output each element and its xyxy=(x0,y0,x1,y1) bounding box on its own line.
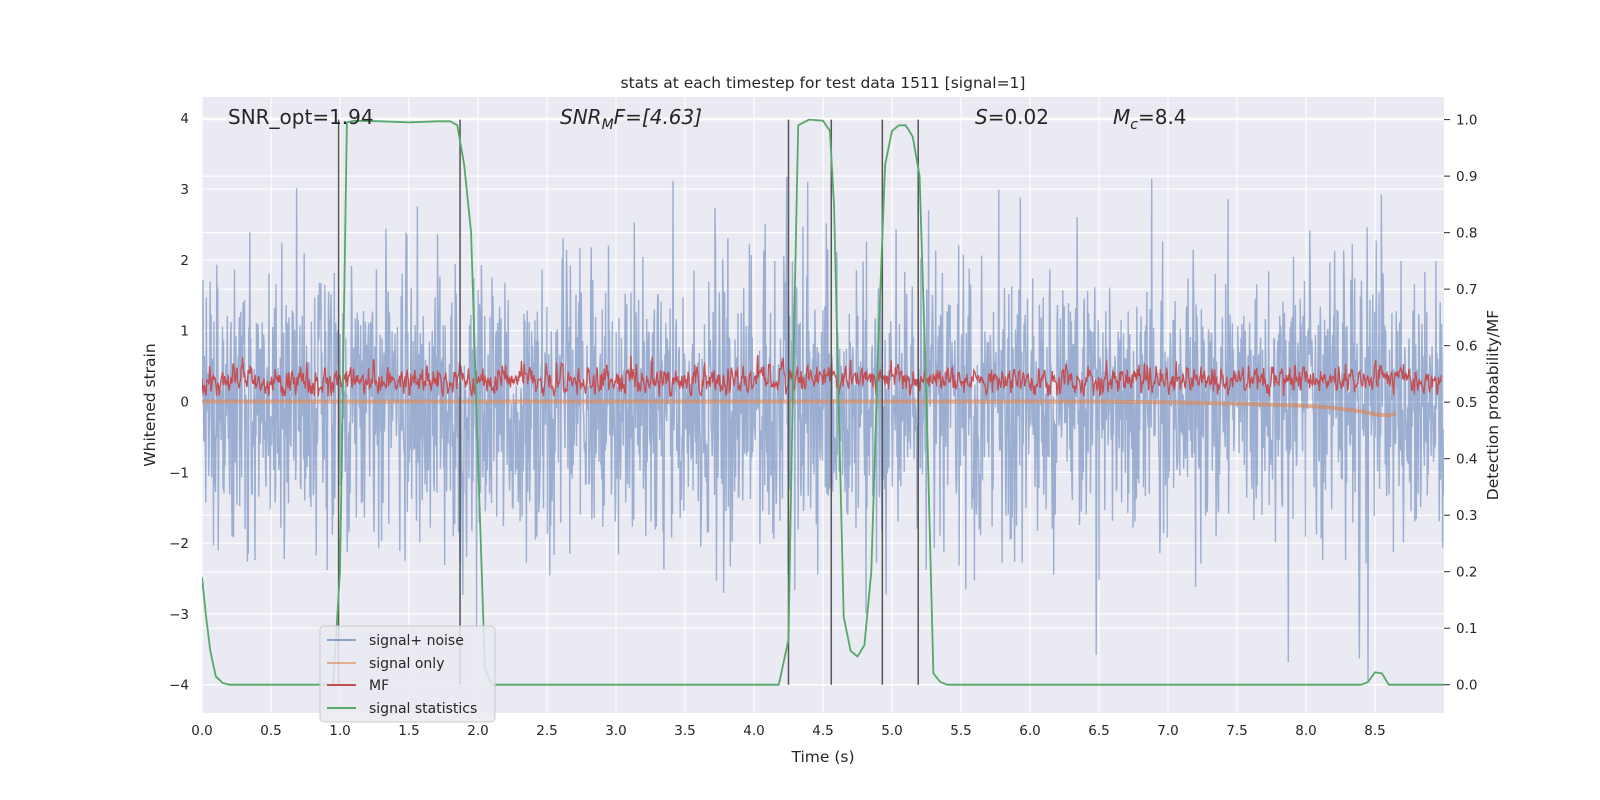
x-tick-label-4: 2.0 xyxy=(467,723,488,739)
signal-statistics-series xyxy=(202,118,1444,686)
y2-tick-label-1: 0.1 xyxy=(1456,621,1477,637)
y2-tick-label-0: 0.0 xyxy=(1456,678,1477,694)
legend-label-signal-statistics: signal statistics xyxy=(369,701,477,717)
x-tick-label-9: 4.5 xyxy=(812,723,833,739)
signal-only-line xyxy=(202,399,1397,418)
y-tick-label-4: 0 xyxy=(180,394,189,410)
y-axis-label: Whitened strain xyxy=(141,343,159,466)
y-tick-label-7: 3 xyxy=(180,182,189,198)
annotation-mc-value: Mc=8.4 xyxy=(1113,105,1187,133)
y-axis-left: −4 −3 −2 −1 0 1 2 3 4 xyxy=(169,111,189,693)
legend: signal+ noise signal only MF signal stat… xyxy=(319,625,496,723)
y-tick-label-0: −4 xyxy=(169,678,189,694)
y-axis-right: 0.0 0.1 0.2 0.3 0.4 0.5 0.6 0.7 0.8 0.9 1.0 xyxy=(1444,113,1477,694)
signal-only-series xyxy=(202,399,1397,418)
y-tick-label-3: −1 xyxy=(169,465,189,481)
x-tick-label-12: 6.0 xyxy=(1019,723,1040,739)
signal-plus-noise-line xyxy=(202,176,1444,683)
x-tick-label-7: 3.5 xyxy=(674,723,695,739)
annotation-snr-mf-base: SNR xyxy=(560,105,602,129)
x-tick-label-5: 2.5 xyxy=(536,723,557,739)
x-tick-label-6: 3.0 xyxy=(605,723,626,739)
x-tick-label-13: 6.5 xyxy=(1088,723,1109,739)
x-axis: 0.0 0.5 1.0 1.5 2.0 2.5 3.0 3.5 4.0 4.5 5.0 5.5 6.0 6… xyxy=(191,723,1385,739)
y2-tick-label-7: 0.7 xyxy=(1456,282,1477,298)
signal-statistics-line xyxy=(202,118,1444,686)
y2-tick-label-6: 0.6 xyxy=(1456,339,1477,355)
x-tick-label-15: 7.5 xyxy=(1226,723,1247,739)
y-tick-label-5: 1 xyxy=(180,324,189,340)
annotation-snr-mf: SNRMF=[4.63] xyxy=(560,105,702,133)
x-tick-label-11: 5.5 xyxy=(950,723,971,739)
x-tick-label-2: 1.0 xyxy=(329,723,350,739)
signal-plus-noise-series xyxy=(202,176,1444,683)
y2-tick-label-5: 0.5 xyxy=(1456,395,1477,411)
mf-line xyxy=(202,355,1442,398)
annotation-snr-mf-sub: M xyxy=(602,117,614,133)
annotation-s-base: S xyxy=(975,105,988,129)
mf-series xyxy=(202,355,1442,398)
y2-tick-label-2: 0.2 xyxy=(1456,565,1477,581)
annotation-mc-base: M xyxy=(1113,105,1130,129)
annotation-snr-opt: SNR_opt=1.94 xyxy=(228,105,374,129)
legend-label-signal-noise: signal+ noise xyxy=(369,633,464,649)
x-tick-label-3: 1.5 xyxy=(398,723,419,739)
annotation-mc-rest: =8.4 xyxy=(1138,105,1187,129)
y2-tick-label-9: 0.9 xyxy=(1456,169,1477,185)
x-tick-label-16: 8.0 xyxy=(1295,723,1316,739)
annotation-s-value: S=0.02 xyxy=(975,105,1049,129)
legend-label-mf: MF xyxy=(369,678,389,694)
y2-axis-label: Detection probability/MF xyxy=(1484,310,1502,501)
y2-tick-label-3: 0.3 xyxy=(1456,508,1477,524)
x-tick-label-0: 0.0 xyxy=(191,723,212,739)
annotation-snr-mf-rest: F=[4.63] xyxy=(614,105,702,129)
annotation-mc-sub: c xyxy=(1130,117,1138,133)
y2-tick-label-8: 0.8 xyxy=(1456,226,1477,242)
x-axis-label: Time (s) xyxy=(790,748,854,766)
y-tick-label-2: −2 xyxy=(169,536,189,552)
y2-tick-label-4: 0.4 xyxy=(1456,452,1477,468)
y-tick-label-6: 2 xyxy=(180,253,189,269)
y-tick-label-1: −3 xyxy=(169,607,189,623)
chart-title: stats at each timestep for test data 151… xyxy=(621,74,1026,92)
x-tick-label-17: 8.5 xyxy=(1364,723,1385,739)
legend-label-signal-only: signal only xyxy=(369,656,444,672)
legend-box xyxy=(319,625,496,723)
x-tick-label-14: 7.0 xyxy=(1157,723,1178,739)
x-tick-label-10: 5.0 xyxy=(881,723,902,739)
y-tick-label-8: 4 xyxy=(180,111,189,127)
x-tick-label-1: 0.5 xyxy=(260,723,281,739)
annotation-s-rest: =0.02 xyxy=(988,105,1049,129)
x-tick-label-8: 4.0 xyxy=(743,723,764,739)
y2-tick-label-10: 1.0 xyxy=(1456,113,1477,129)
